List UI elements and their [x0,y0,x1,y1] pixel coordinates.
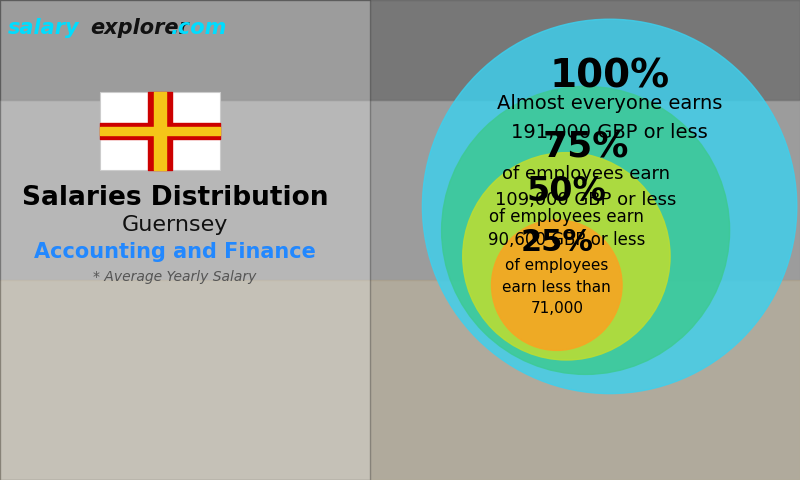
Text: 75%: 75% [542,130,629,164]
Text: of employees earn: of employees earn [489,208,644,226]
Text: Accounting and Finance: Accounting and Finance [34,242,316,262]
Circle shape [491,220,622,350]
Circle shape [442,86,730,374]
FancyBboxPatch shape [100,92,220,170]
Text: Almost everyone earns: Almost everyone earns [497,94,722,113]
Text: 100%: 100% [550,58,670,96]
Text: 50%: 50% [526,176,606,208]
Text: of employees: of employees [505,258,609,274]
Text: of employees earn: of employees earn [502,165,670,183]
Text: salary: salary [8,18,80,38]
Text: 71,000: 71,000 [530,300,583,316]
Text: Salaries Distribution: Salaries Distribution [22,185,328,211]
Text: 90,600 GBP or less: 90,600 GBP or less [488,231,645,249]
Text: Guernsey: Guernsey [122,215,228,235]
Circle shape [422,19,797,394]
Text: 25%: 25% [520,228,594,257]
Text: 191,000 GBP or less: 191,000 GBP or less [511,123,708,142]
Text: .com: .com [170,18,226,38]
FancyBboxPatch shape [0,0,370,480]
Circle shape [462,153,670,360]
Text: explorer: explorer [90,18,189,38]
Text: 109,000 GBP or less: 109,000 GBP or less [495,191,676,209]
Text: earn less than: earn less than [502,279,611,295]
Text: * Average Yearly Salary: * Average Yearly Salary [94,270,257,284]
